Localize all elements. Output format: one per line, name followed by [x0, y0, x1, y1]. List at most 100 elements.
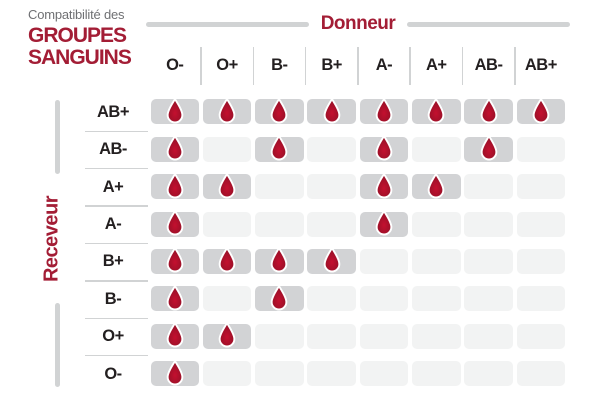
receiver-axis-label: Receveur: [40, 195, 63, 283]
chart-title-line1: GROUPES: [28, 24, 127, 47]
blood-drop-icon: [480, 134, 497, 161]
cell-bneg-opos: [202, 286, 252, 312]
chart-subtitle: Compatibilité des: [28, 7, 125, 22]
cell-opos-abneg: [464, 323, 513, 349]
cell-aneg-oneg: [150, 209, 199, 237]
cell-aneg-abpos: [516, 211, 566, 237]
blood-drop-icon: [166, 246, 184, 273]
row-separator: [85, 354, 148, 357]
blood-drop-icon: [323, 96, 340, 124]
cell-bneg-apos: [412, 286, 461, 312]
cell-bneg-aneg: [359, 286, 409, 312]
cell-oneg-aneg: [359, 361, 409, 387]
blood-drop-icon: [218, 321, 236, 348]
cell-apos-abpos: [516, 174, 566, 200]
blood-drop-icon: [427, 171, 445, 199]
donor-col-label-bneg: B-: [271, 56, 288, 74]
receiver-row-label-apos: A+: [102, 177, 124, 196]
blood-drop-icon: [218, 96, 236, 124]
row-separator: [85, 167, 148, 170]
row-separator: [85, 242, 148, 245]
cell-bpos-opos: [202, 246, 252, 274]
donor-col-label-aneg: A-: [375, 56, 393, 74]
donor-axis-header: Donneur: [146, 13, 571, 35]
cell-abpos-abpos: [516, 96, 566, 125]
cell-opos-abpos: [516, 323, 566, 349]
receiver-row-label-aneg: A-: [104, 215, 122, 233]
cell-opos-apos: [412, 323, 461, 349]
donor-col-label-apos: A+: [425, 56, 447, 74]
chart-title-line2: SANGUINS: [28, 46, 132, 69]
blood-drop-icon: [271, 246, 288, 273]
receiver-bracket-line-top: [55, 100, 60, 174]
column-separator: [200, 47, 202, 85]
blood-drop-icon: [218, 246, 236, 273]
cell-apos-oneg: [150, 171, 199, 200]
blood-drop-icon: [375, 134, 393, 161]
blood-drop-icon: [166, 358, 184, 386]
cell-oneg-opos: [202, 361, 252, 387]
receiver-row-label-oneg: O-: [104, 364, 122, 383]
cell-aneg-bneg: [255, 211, 304, 237]
donor-col-label-opos: O+: [216, 56, 238, 74]
cell-abneg-aneg: [359, 134, 409, 162]
receiver-row-label-bneg: B-: [104, 289, 122, 308]
blood-drop-icon: [166, 209, 184, 236]
row-separator: [85, 130, 148, 132]
cell-opos-aneg: [359, 323, 409, 349]
cell-abneg-abpos: [516, 136, 566, 162]
blood-drop-icon: [166, 283, 184, 311]
cell-apos-abneg: [464, 174, 513, 200]
blood-drop-icon: [166, 134, 184, 161]
cell-abpos-oneg: [150, 96, 199, 125]
cell-abneg-abneg: [464, 134, 513, 162]
cell-opos-bneg: [255, 323, 304, 349]
column-separator: [252, 47, 254, 85]
donor-bracket-line-right: [407, 21, 571, 27]
cell-abneg-bpos: [307, 136, 356, 162]
cell-abpos-opos: [202, 96, 252, 125]
cell-abpos-abneg: [464, 96, 513, 125]
blood-drop-icon: [323, 246, 340, 273]
receiver-row-label-opos: O+: [102, 327, 124, 346]
cell-bpos-oneg: [150, 246, 199, 274]
blood-drop-icon: [375, 171, 393, 199]
cell-oneg-abneg: [464, 361, 513, 387]
cell-abpos-bneg: [255, 96, 304, 125]
cell-apos-apos: [412, 171, 461, 200]
cell-bneg-bneg: [255, 283, 304, 312]
blood-drop-icon: [375, 209, 393, 236]
blood-drop-icon: [271, 134, 288, 161]
receiver-row-label-abpos: AB+: [97, 102, 129, 121]
cell-abneg-opos: [202, 136, 252, 162]
cell-abpos-aneg: [359, 96, 409, 125]
cell-apos-bneg: [255, 174, 304, 200]
column-separator: [409, 47, 411, 85]
cell-aneg-abneg: [464, 211, 513, 237]
cell-bpos-bpos: [307, 246, 356, 274]
column-separator: [304, 47, 307, 85]
cell-apos-bpos: [307, 174, 356, 200]
blood-drop-icon: [532, 96, 550, 124]
cell-abneg-oneg: [150, 134, 199, 162]
cell-aneg-bpos: [307, 211, 356, 237]
donor-col-label-abpos: AB+: [524, 56, 557, 74]
cell-opos-bpos: [307, 323, 356, 349]
cell-bpos-abneg: [464, 248, 513, 274]
blood-drop-icon: [271, 283, 288, 311]
column-separator: [461, 47, 464, 85]
cell-opos-opos: [202, 321, 252, 349]
cell-aneg-opos: [202, 211, 252, 237]
blood-drop-icon: [166, 96, 184, 124]
cell-oneg-oneg: [150, 358, 199, 387]
donor-axis-label: Donneur: [320, 13, 396, 34]
cell-bpos-bneg: [255, 246, 304, 274]
cell-aneg-apos: [412, 211, 461, 237]
cell-bpos-aneg: [359, 248, 409, 274]
donor-bracket-line-left: [146, 21, 309, 27]
cell-bpos-apos: [412, 248, 461, 274]
donor-col-label-bpos: B+: [321, 56, 342, 74]
cell-bneg-bpos: [307, 286, 356, 312]
cell-bneg-abneg: [464, 286, 513, 312]
